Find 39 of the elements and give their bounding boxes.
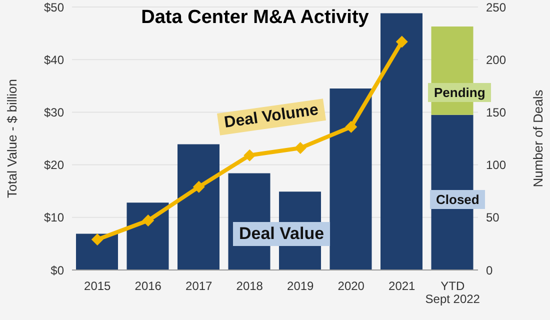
x-tick-label: YTD Sept 2022: [425, 279, 480, 306]
bar: [126, 202, 169, 270]
y2-tick-label: 150: [486, 105, 506, 120]
y2-axis-title: Number of Deals: [530, 89, 546, 188]
x-tick-label: 2019: [287, 279, 314, 293]
point: [142, 214, 154, 227]
bar: [76, 234, 118, 270]
point: [91, 233, 104, 246]
y2-tick-label: 200: [486, 52, 506, 67]
y2-tick-label: 250: [486, 0, 506, 14]
label-box: Deal Volume: [217, 98, 326, 136]
y-axis-title: Total Value - $ billion: [4, 79, 20, 198]
point: [192, 180, 205, 193]
chart-title: Data Center M&A Activity: [141, 7, 369, 28]
label-box: Closed: [430, 190, 486, 209]
y2-tick-label: 0: [486, 263, 493, 278]
bar: [380, 13, 422, 270]
y2-tick-label: 100: [486, 158, 506, 172]
label-box: Pending: [428, 83, 492, 102]
point: [396, 36, 408, 48]
y-tick-label: $0: [50, 263, 64, 278]
x-tick-label: 2020: [338, 279, 365, 293]
point: [294, 142, 306, 154]
point: [244, 149, 256, 162]
y-tick-label: $30: [44, 105, 64, 120]
x-tick-label: 2016: [134, 279, 162, 293]
y2-tick-label: 50: [486, 210, 500, 225]
bar: [330, 88, 372, 270]
x-tick-label: 2015: [84, 279, 112, 293]
x-tick-label: 2021: [388, 279, 416, 293]
y-tick-label: $50: [44, 0, 64, 14]
bar: [178, 144, 220, 270]
label-box: Deal Value: [233, 222, 330, 246]
x-tick-label: 2017: [186, 279, 213, 293]
point: [345, 120, 358, 133]
x-tick-label: 2018: [236, 279, 264, 293]
y-tick-label: $10: [44, 210, 64, 225]
y-tick-label: $20: [44, 158, 64, 172]
y-tick-label: $40: [44, 52, 64, 67]
